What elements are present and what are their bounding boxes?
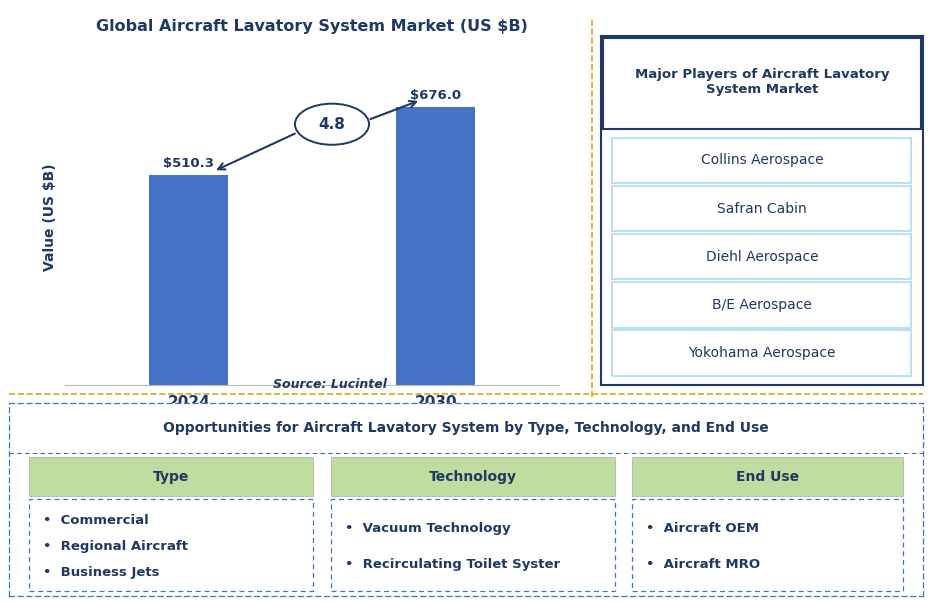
- Text: Opportunities for Aircraft Lavatory System by Type, Technology, and End Use: Opportunities for Aircraft Lavatory Syst…: [163, 421, 769, 435]
- Text: Source: Lucintel: Source: Lucintel: [273, 378, 387, 391]
- FancyBboxPatch shape: [632, 499, 902, 591]
- FancyBboxPatch shape: [612, 186, 911, 231]
- Text: •  Aircraft MRO: • Aircraft MRO: [646, 558, 761, 571]
- FancyBboxPatch shape: [331, 499, 615, 591]
- Text: End Use: End Use: [736, 470, 799, 483]
- Text: •  Vacuum Technology: • Vacuum Technology: [345, 522, 510, 535]
- Text: Technology: Technology: [429, 470, 517, 483]
- Ellipse shape: [295, 104, 369, 144]
- FancyBboxPatch shape: [603, 38, 921, 129]
- Text: •  Aircraft OEM: • Aircraft OEM: [646, 522, 759, 535]
- Text: •  Commercial: • Commercial: [43, 514, 149, 527]
- Text: B/E Aerospace: B/E Aerospace: [712, 298, 812, 312]
- FancyBboxPatch shape: [612, 138, 911, 183]
- Text: $510.3: $510.3: [163, 157, 214, 170]
- Text: Type: Type: [153, 470, 189, 483]
- Text: $676.0: $676.0: [410, 88, 461, 102]
- FancyBboxPatch shape: [612, 282, 911, 327]
- Text: •  Recirculating Toilet Syster: • Recirculating Toilet Syster: [345, 558, 559, 571]
- FancyBboxPatch shape: [612, 234, 911, 279]
- Text: •  Business Jets: • Business Jets: [43, 566, 159, 579]
- Text: Major Players of Aircraft Lavatory
System Market: Major Players of Aircraft Lavatory Syste…: [635, 67, 889, 96]
- Y-axis label: Value (US $B): Value (US $B): [43, 163, 57, 270]
- FancyBboxPatch shape: [612, 330, 911, 376]
- Text: Collins Aerospace: Collins Aerospace: [701, 154, 823, 167]
- FancyBboxPatch shape: [30, 499, 313, 591]
- Bar: [396, 107, 475, 385]
- Text: •  Regional Aircraft: • Regional Aircraft: [43, 540, 188, 553]
- FancyBboxPatch shape: [30, 457, 313, 497]
- Text: 4.8: 4.8: [319, 117, 346, 132]
- FancyBboxPatch shape: [331, 457, 615, 497]
- Title: Global Aircraft Lavatory System Market (US $B): Global Aircraft Lavatory System Market (…: [96, 19, 528, 34]
- FancyBboxPatch shape: [632, 457, 902, 497]
- Bar: [149, 176, 228, 385]
- Text: Diehl Aerospace: Diehl Aerospace: [706, 250, 818, 264]
- Text: Safran Cabin: Safran Cabin: [717, 202, 807, 216]
- Text: Yokohama Aerospace: Yokohama Aerospace: [688, 346, 836, 360]
